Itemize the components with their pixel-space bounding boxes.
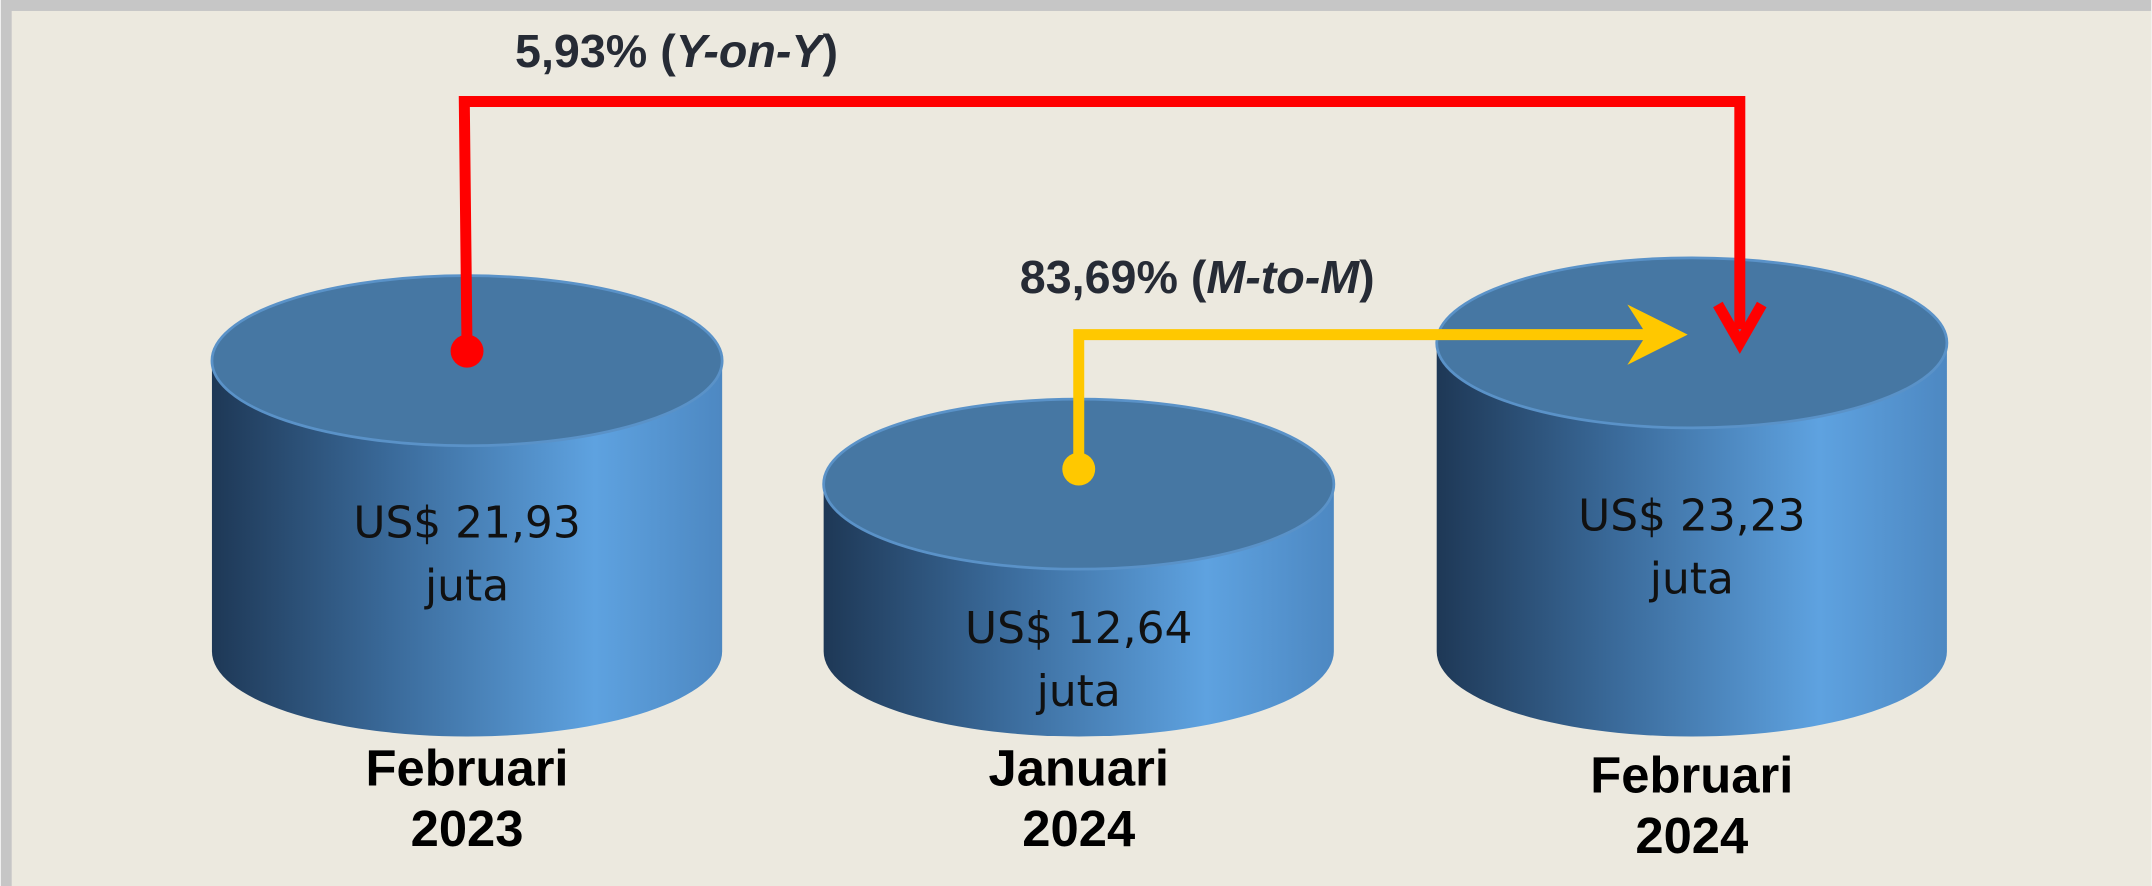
cylinder-side — [1436, 342, 1947, 737]
year: 2024 — [1022, 800, 1135, 857]
month: Februari — [366, 740, 569, 797]
mtm-emphasis: M-to-M — [1206, 251, 1360, 303]
yoy-label: 5,93% (Y-on-Y) — [515, 25, 838, 77]
yoy-arrowhead — [1713, 301, 1767, 354]
yoy-prefix: 5,93% ( — [515, 25, 676, 77]
yoy-arrow — [458, 96, 1746, 352]
unit: juta — [424, 560, 509, 611]
year: 2024 — [1635, 807, 1748, 864]
value: US$ 23,23 — [1578, 490, 1805, 541]
mtm-suffix: ) — [1359, 251, 1375, 303]
mtm-arrowhead — [1627, 304, 1688, 365]
unit: juta — [1036, 666, 1121, 717]
value: US$ 21,93 — [353, 497, 580, 548]
yoy-emphasis: Y-on-Y — [676, 25, 827, 77]
month: Januari — [989, 740, 1169, 797]
cylinder-top — [1435, 256, 1949, 430]
mtm-label: 83,69% (M-to-M) — [1020, 251, 1375, 303]
mtm-dot — [1062, 452, 1096, 486]
unit: juta — [1649, 554, 1734, 605]
yoy-dot — [450, 334, 484, 368]
month: Februari — [1590, 746, 1793, 803]
yoy-suffix: ) — [822, 25, 838, 77]
arrows — [450, 96, 1767, 486]
mtm-arrow — [1073, 329, 1664, 470]
year: 2023 — [411, 800, 524, 857]
mtm-prefix: 83,69% ( — [1020, 251, 1207, 303]
value: US$ 12,64 — [965, 603, 1192, 654]
cylinder-side — [211, 360, 723, 737]
